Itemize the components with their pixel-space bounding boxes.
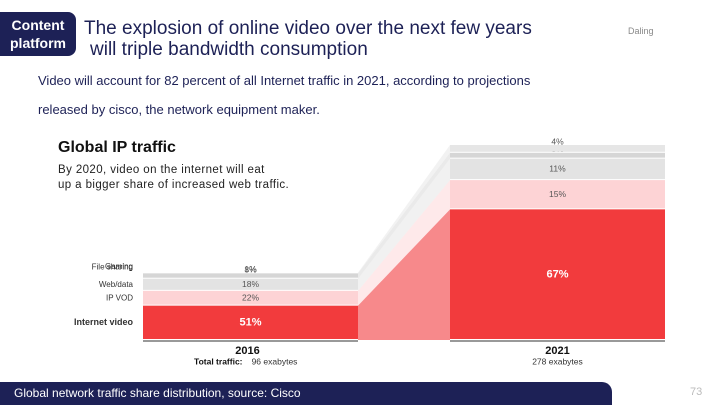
chart-title: Global IP traffic [58, 139, 176, 156]
value-label: 22% [242, 293, 259, 303]
value-label: 51% [239, 317, 261, 329]
series-label: File sharing [92, 262, 133, 271]
series-label: Web/data [99, 280, 134, 289]
bar-segment [143, 305, 358, 339]
value-label: 11% [549, 164, 566, 174]
bar-segment [143, 273, 358, 278]
bar-segment [450, 152, 665, 158]
value-label: 15% [549, 189, 566, 199]
connector [358, 145, 450, 274]
value-label: 4% [551, 136, 564, 146]
page-number: 73 [690, 386, 703, 398]
connector [358, 158, 450, 291]
x-tick-label: 2016 [235, 345, 259, 357]
badge-line: Content [11, 17, 65, 33]
badge-line: platform [10, 35, 66, 51]
value-label: 67% [546, 269, 568, 281]
connector [358, 180, 450, 306]
logo: Daling [628, 26, 654, 36]
bar-segment [450, 209, 665, 339]
series-label: Gaming [105, 262, 133, 271]
badge: Content platform [0, 12, 76, 56]
subtitle-line: released by cisco, the network equipment… [38, 102, 320, 117]
slide-title: The explosion of online video over the n… [84, 18, 532, 60]
bar-segment [450, 180, 665, 209]
series-label: IP VOD [106, 293, 133, 302]
bar-segment [450, 158, 665, 180]
series-label: Internet video [74, 317, 134, 327]
value-label: 18% [242, 279, 259, 289]
total-label: 278 exabytes [532, 356, 583, 366]
value-label: 8% [244, 265, 257, 275]
total-title: Total traffic: [194, 356, 243, 366]
subtitle-line: Video will account for 82 percent of all… [38, 73, 531, 88]
title-line: The explosion of online video over the n… [84, 18, 532, 39]
connector [358, 152, 450, 279]
total-label: 96 exabytes [252, 356, 298, 366]
chart-subtitle: By 2020, video on the internet will eat [58, 164, 265, 176]
bar-segment [143, 290, 358, 305]
chart-subtitle: up a bigger share of increased web traff… [58, 179, 289, 191]
x-tick-label: 2021 [545, 345, 569, 357]
footer: Global network traffic share distributio… [0, 382, 612, 405]
title-line: will triple bandwidth consumption [90, 39, 368, 60]
bar-segment [143, 278, 358, 290]
slide-subtitle: Video will account for 82 percent of all… [38, 66, 530, 124]
bar-segment [450, 145, 665, 152]
connector [358, 209, 450, 340]
value-label: 1% [244, 264, 257, 274]
